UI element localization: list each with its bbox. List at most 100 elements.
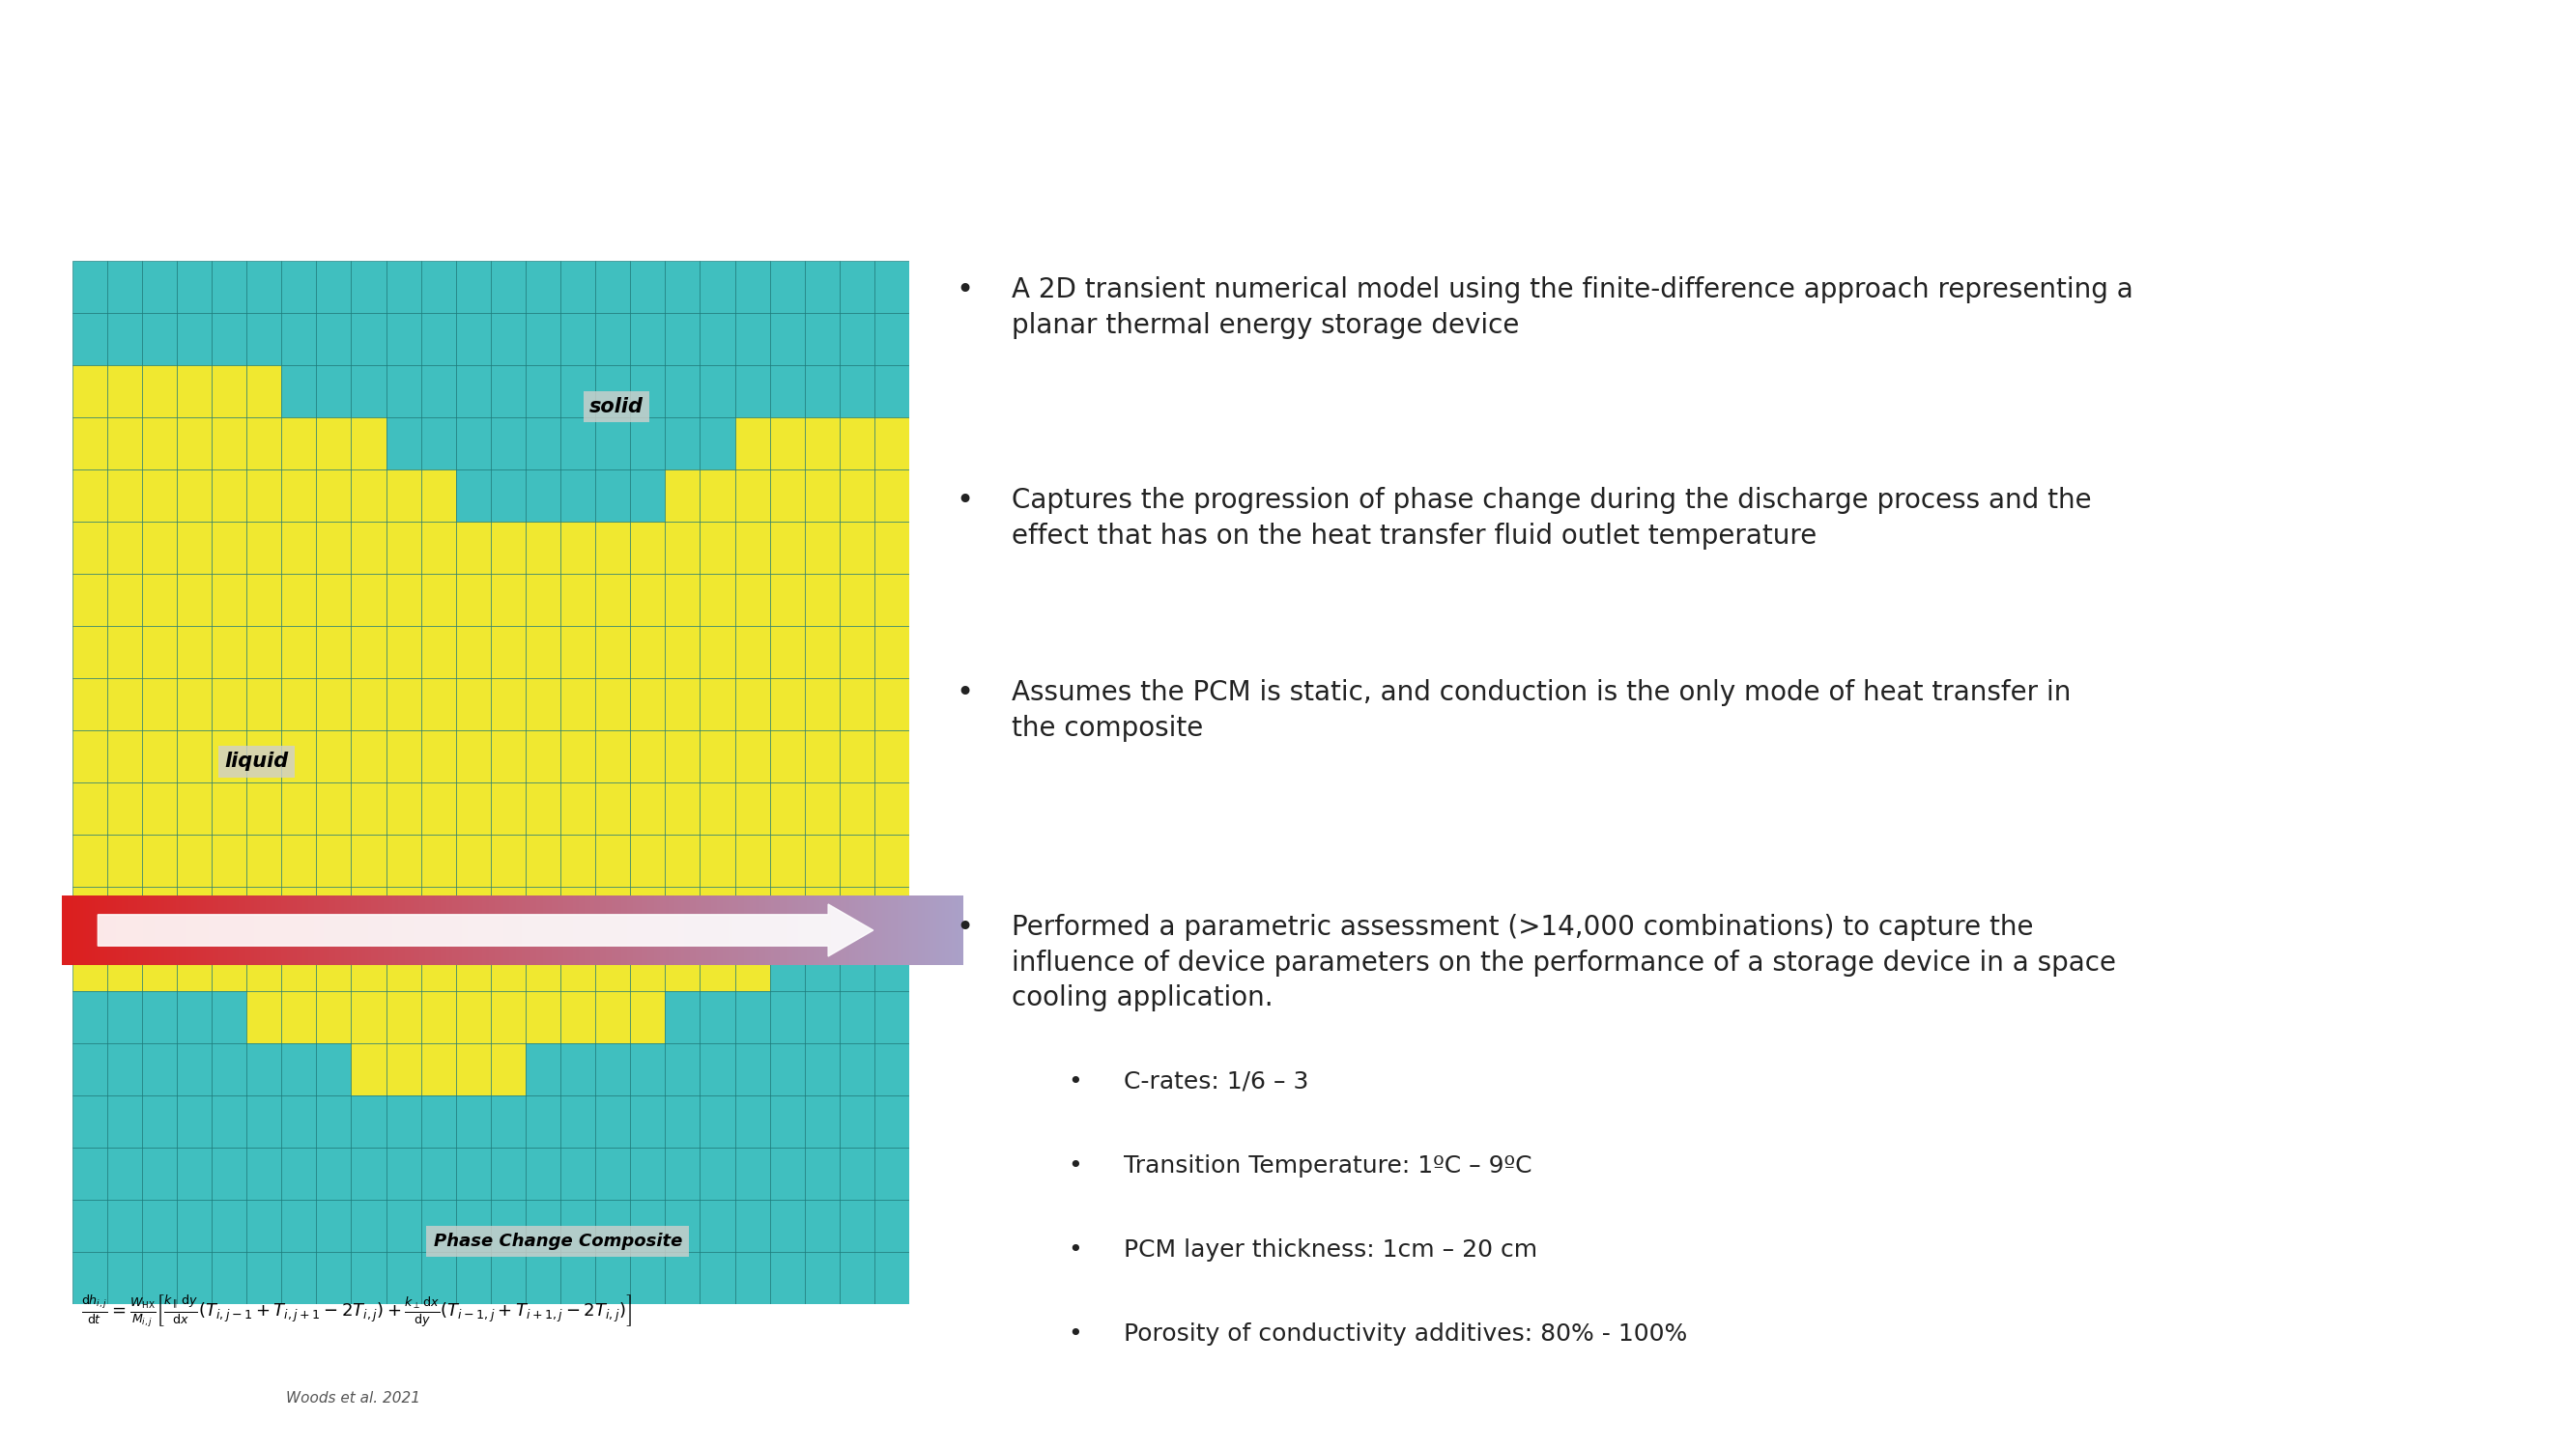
Bar — [667, 895, 670, 965]
Bar — [770, 1252, 804, 1304]
Bar — [734, 678, 770, 730]
Bar — [386, 991, 420, 1043]
Bar — [350, 678, 386, 730]
Bar — [902, 895, 904, 965]
Bar — [873, 574, 909, 626]
Bar — [595, 626, 631, 678]
Bar — [492, 365, 526, 417]
Bar — [644, 895, 649, 965]
Bar — [840, 626, 873, 678]
Bar — [562, 730, 595, 782]
Bar — [701, 1095, 734, 1148]
Text: Finite Difference Model: Finite Difference Model — [57, 78, 1015, 149]
Bar — [108, 1043, 142, 1095]
Bar — [247, 1148, 281, 1200]
Bar — [840, 1252, 873, 1304]
Bar — [386, 261, 420, 313]
Bar — [108, 939, 142, 991]
Bar — [229, 895, 234, 965]
Bar — [873, 939, 909, 991]
Bar — [108, 469, 142, 522]
Bar — [665, 939, 701, 991]
Bar — [500, 895, 505, 965]
Bar — [443, 895, 446, 965]
Bar — [317, 313, 350, 365]
Bar — [781, 895, 783, 965]
Bar — [665, 365, 701, 417]
Bar — [211, 939, 247, 991]
Bar — [211, 469, 247, 522]
Bar — [840, 991, 873, 1043]
Bar — [456, 730, 492, 782]
Bar — [471, 895, 474, 965]
Bar — [595, 469, 631, 522]
Bar — [258, 895, 260, 965]
Bar — [840, 678, 873, 730]
Bar — [840, 782, 873, 835]
Bar — [72, 939, 108, 991]
Bar — [428, 895, 433, 965]
Bar — [526, 574, 562, 626]
Bar — [420, 261, 456, 313]
Bar — [873, 1148, 909, 1200]
Bar — [956, 895, 958, 965]
Bar — [139, 895, 144, 965]
Bar — [281, 1043, 317, 1095]
Bar — [734, 835, 770, 887]
Bar — [804, 782, 840, 835]
Bar — [420, 939, 456, 991]
Bar — [734, 1200, 770, 1252]
Bar — [930, 895, 933, 965]
Bar — [804, 626, 840, 678]
Bar — [840, 469, 873, 522]
Bar — [590, 895, 592, 965]
Bar — [72, 574, 108, 626]
Bar — [281, 365, 317, 417]
Bar — [492, 417, 526, 469]
Bar — [641, 895, 644, 965]
Bar — [840, 417, 873, 469]
Bar — [371, 895, 374, 965]
Bar — [595, 1095, 631, 1148]
Bar — [420, 782, 456, 835]
Bar — [492, 469, 526, 522]
Bar — [873, 1252, 909, 1304]
Bar — [701, 678, 734, 730]
Bar — [111, 895, 113, 965]
Text: •: • — [1069, 1239, 1082, 1262]
Bar — [518, 895, 523, 965]
Bar — [562, 835, 595, 887]
Bar — [108, 678, 142, 730]
Bar — [72, 782, 108, 835]
Bar — [211, 887, 247, 939]
Bar — [595, 365, 631, 417]
Bar — [701, 417, 734, 469]
Bar — [350, 1148, 386, 1200]
Bar — [330, 895, 332, 965]
Bar — [631, 417, 665, 469]
Bar — [386, 939, 420, 991]
Bar — [234, 895, 237, 965]
Bar — [62, 895, 64, 965]
Bar — [747, 895, 750, 965]
Bar — [840, 730, 873, 782]
Bar — [255, 895, 258, 965]
Bar — [595, 417, 631, 469]
Bar — [386, 895, 389, 965]
Bar — [873, 365, 909, 417]
Bar — [247, 1095, 281, 1148]
Bar — [325, 895, 327, 965]
Text: PCM layer thickness: 1cm – 20 cm: PCM layer thickness: 1cm – 20 cm — [1123, 1239, 1538, 1262]
Bar — [526, 626, 562, 678]
Bar — [222, 895, 224, 965]
Bar — [247, 1252, 281, 1304]
Bar — [788, 895, 793, 965]
Bar — [167, 895, 170, 965]
Bar — [281, 261, 317, 313]
Bar — [631, 678, 665, 730]
Bar — [804, 1252, 840, 1304]
Bar — [665, 1252, 701, 1304]
Bar — [456, 365, 492, 417]
Bar — [479, 895, 482, 965]
Bar — [410, 895, 412, 965]
